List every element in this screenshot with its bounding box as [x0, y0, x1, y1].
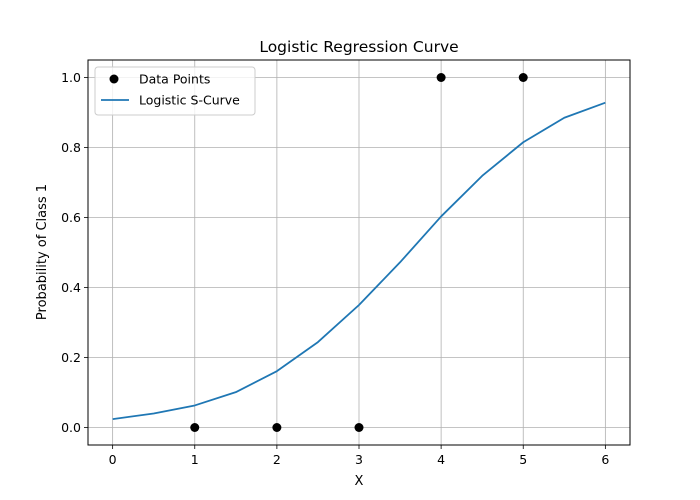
legend-box: [94, 66, 256, 116]
ticks-layer: 0 1 2 3 4 5 6 0.0 0.2 0.4 0.6 0.8 1.0: [61, 70, 609, 467]
legend-label-logistic: Logistic S-Curve: [139, 93, 240, 108]
x-tick-label: 5: [519, 452, 527, 467]
y-tick-label: 0.0: [61, 420, 81, 435]
x-tick-label: 3: [355, 452, 363, 467]
x-tick-label: 6: [601, 452, 609, 467]
x-tick-label: 2: [273, 452, 281, 467]
data-point: [518, 73, 528, 82]
legend: Data Points Logistic S-Curve: [94, 66, 256, 116]
y-tick-label: 1.0: [61, 70, 81, 85]
data-point: [354, 423, 364, 432]
legend-marker-data-points: [109, 74, 119, 84]
x-tick-label: 0: [109, 452, 117, 467]
y-tick-label: 0.4: [61, 280, 81, 295]
data-point: [190, 423, 200, 432]
logistic-curve-line: [112, 101, 606, 420]
x-tick-label: 1: [191, 452, 199, 467]
data-point: [436, 73, 446, 82]
x-tick-label: 4: [437, 452, 445, 467]
x-axis-label: X: [355, 474, 364, 489]
series-layer: [112, 73, 606, 432]
y-axis-label: Probability of Class 1: [35, 184, 50, 320]
chart-title: Logistic Regression Curve: [259, 38, 458, 56]
data-point: [272, 423, 282, 432]
grid-layer: [88, 60, 630, 445]
y-tick-label: 0.6: [61, 210, 81, 225]
y-tick-label: 0.2: [61, 350, 81, 365]
y-tick-label: 0.8: [61, 140, 81, 155]
legend-label-data-points: Data Points: [139, 72, 210, 87]
